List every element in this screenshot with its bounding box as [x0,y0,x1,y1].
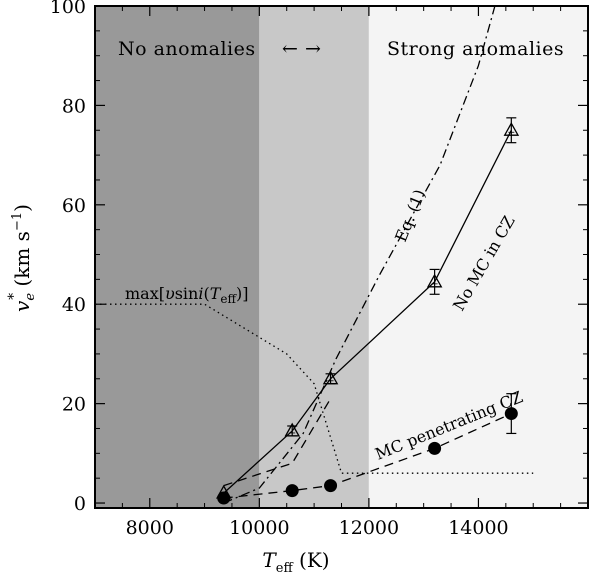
triangle-marker [426,273,443,288]
x-tick-label: 14000 [448,517,508,539]
region-2 [368,6,588,508]
y-tick-label: 0 [74,493,86,515]
y-tick-label: 80 [62,95,86,117]
series-line-2 [223,5,496,504]
circle-marker [504,407,518,421]
y-tick-label: 100 [50,0,86,18]
region-label-arrows: ← → [282,38,321,60]
background-regions [95,6,588,508]
region-label-no-anomalies: No anomalies [118,38,256,60]
triangle-marker [503,121,520,136]
y-tick-label: 60 [62,195,86,217]
annotation-max-vsini: max[υsini(Teff)] [125,284,249,306]
region-label-strong-anomalies: Strong anomalies [387,38,564,60]
region-0 [95,6,260,508]
x-axis-title: Teff (K) [262,548,329,576]
series-markers [215,117,520,505]
y-axis-title: ve* (km s−1) [6,204,38,312]
y-tick-label: 20 [62,394,86,416]
axis-ticks: 8000 10000 12000 14000 0 20 40 60 80 100 [50,0,589,539]
triangle-marker [284,422,301,437]
circle-marker [217,491,231,505]
x-tick-label: 8000 [126,517,174,539]
x-tick-label: 12000 [339,517,399,539]
series-line-3 [95,303,534,474]
circle-marker [428,441,442,455]
circle-marker [324,479,338,493]
circle-marker [285,484,299,498]
y-tick-label: 40 [62,294,86,316]
series-line-4 [223,398,332,487]
x-tick-label: 10000 [229,517,289,539]
region-1 [259,6,369,508]
triangle-marker [322,370,339,385]
